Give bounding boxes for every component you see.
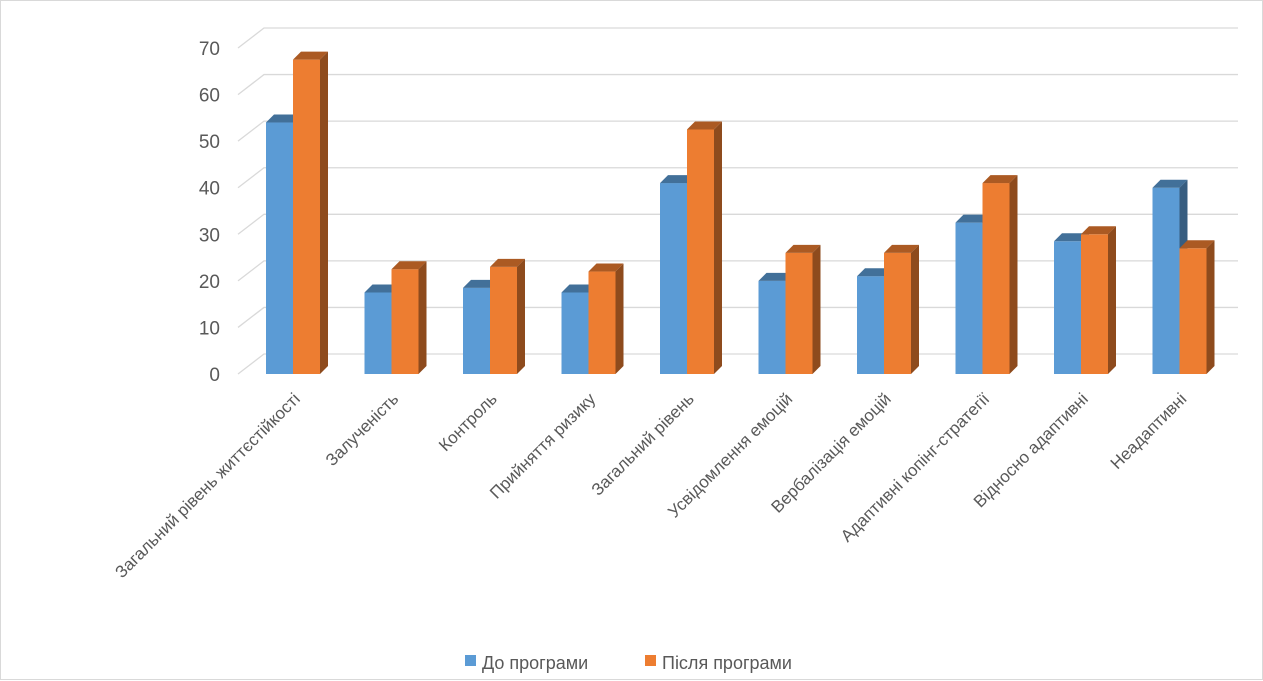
bar-top-face xyxy=(1081,226,1116,235)
bar-before xyxy=(561,292,589,374)
bar-after xyxy=(293,59,320,375)
y-tick-label: 70 xyxy=(199,39,220,60)
bar-side-face xyxy=(812,244,821,374)
bars xyxy=(266,51,1215,375)
bar-side-face xyxy=(911,244,919,374)
bar-side-face xyxy=(1206,240,1215,374)
category-label: Прийняття ризику xyxy=(486,389,600,503)
bar-top-face xyxy=(490,258,525,267)
y-axis: 0 10 20 30 40 50 60 70 xyxy=(199,39,220,386)
y-tick-label: 60 xyxy=(199,86,220,107)
bar-after xyxy=(884,252,911,374)
bar-side-face xyxy=(1009,175,1018,374)
bar-after xyxy=(687,129,714,374)
y-tick-label: 10 xyxy=(199,318,220,339)
bar-top-face xyxy=(758,272,794,281)
category-label: Загальний рівень життєстійкості xyxy=(111,389,303,581)
bar-top-face xyxy=(391,261,427,270)
bar-after xyxy=(391,269,419,374)
category-label: Неадаптивні xyxy=(1107,389,1191,473)
category-labels: Загальний рівень життєстійкості Залученіс… xyxy=(111,389,1190,582)
bar-top-face xyxy=(588,263,624,272)
bar-side-face xyxy=(1108,226,1116,374)
y-tick-label: 20 xyxy=(199,272,220,293)
bar-top-face xyxy=(884,244,919,253)
legend-label: До програми xyxy=(482,653,588,673)
bar-top-face xyxy=(266,114,301,123)
bar-side-face xyxy=(615,263,624,374)
legend-swatch-after xyxy=(645,655,656,666)
bar-top-face xyxy=(293,51,328,60)
bar-top-face xyxy=(1179,240,1215,249)
gridline xyxy=(237,120,1238,142)
legend-label: Після програми xyxy=(662,653,792,673)
bar-before xyxy=(758,280,786,374)
bar-top-face xyxy=(857,268,892,277)
y-tick-label: 30 xyxy=(199,225,220,246)
category-label: Контроль xyxy=(435,389,501,455)
y-tick-label: 0 xyxy=(209,365,220,386)
bar-after xyxy=(1179,248,1207,374)
gridline xyxy=(237,27,1238,49)
legend: До програми Після програми xyxy=(465,653,792,673)
bar-after xyxy=(982,183,1010,374)
bar-before xyxy=(463,287,490,374)
bar-side-face xyxy=(418,261,427,374)
bar-before xyxy=(1152,187,1180,374)
bar-top-face xyxy=(463,279,498,288)
bar-before xyxy=(266,122,293,374)
bar-after xyxy=(490,266,517,374)
bar-top-face xyxy=(660,175,695,184)
bar-top-face xyxy=(1152,179,1188,188)
bar-before xyxy=(660,183,687,374)
bar-top-face xyxy=(785,244,821,253)
bar-side-face xyxy=(714,121,722,374)
category-label: Загальний рівень xyxy=(588,389,698,499)
bar-before xyxy=(1054,241,1081,374)
gridline xyxy=(237,167,1238,189)
bar-after xyxy=(785,252,813,374)
bar-before xyxy=(364,292,392,374)
bar-after xyxy=(1081,234,1108,374)
gridlines xyxy=(237,27,1238,375)
bar-top-face xyxy=(982,175,1018,184)
bar-before xyxy=(955,222,983,374)
gridline xyxy=(237,213,1238,235)
bar-before xyxy=(857,276,884,374)
bar-top-face xyxy=(561,284,597,293)
gridline xyxy=(237,73,1238,96)
bar-top-face xyxy=(687,121,722,130)
y-tick-label: 40 xyxy=(199,179,220,200)
bar-top-face xyxy=(1054,233,1089,242)
bar-after xyxy=(588,271,616,374)
legend-swatch-before xyxy=(465,655,476,666)
bar-side-face xyxy=(517,258,525,374)
bar-top-face xyxy=(955,214,991,223)
bar-top-face xyxy=(364,284,400,293)
y-tick-label: 50 xyxy=(199,132,220,153)
category-label: Залученість xyxy=(322,389,403,470)
bar-side-face xyxy=(320,51,328,375)
